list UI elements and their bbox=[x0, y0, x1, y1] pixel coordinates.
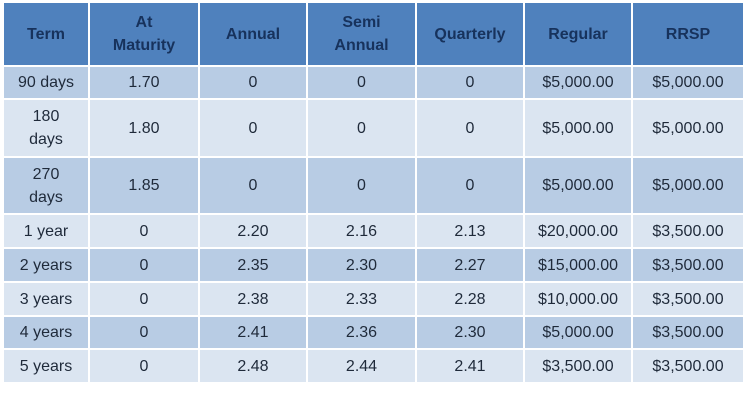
value-cell: $20,000.00 bbox=[523, 213, 633, 249]
value-cell: 0 bbox=[88, 247, 200, 283]
header-cell: Regular bbox=[523, 1, 633, 67]
value-cell: 2.13 bbox=[415, 213, 525, 249]
term-cell: 5 years bbox=[2, 348, 90, 384]
value-cell: 2.36 bbox=[306, 315, 417, 350]
table-row: 180 days 1.80 0 0 0 $5,000.00 $5,000.00 bbox=[2, 98, 745, 158]
value-cell: 0 bbox=[306, 98, 417, 158]
value-cell: 0 bbox=[306, 156, 417, 215]
value-cell: 2.38 bbox=[198, 281, 308, 317]
header-cell: At Maturity bbox=[88, 1, 200, 67]
header-row: Term At Maturity Annual Semi Annual Quarterl… bbox=[2, 1, 745, 67]
table-row: 4 years 0 2.41 2.36 2.30 $5,000.00 $3,500.00 bbox=[2, 315, 745, 350]
term-cell: 2 years bbox=[2, 247, 90, 283]
value-cell: 2.35 bbox=[198, 247, 308, 283]
value-cell: $3,500.00 bbox=[631, 213, 745, 249]
header-cell: RRSP bbox=[631, 1, 745, 67]
header-cell: Quarterly bbox=[415, 1, 525, 67]
value-cell: $5,000.00 bbox=[523, 98, 633, 158]
value-cell: 0 bbox=[88, 348, 200, 384]
value-cell: $5,000.00 bbox=[631, 156, 745, 215]
table-header: Term At Maturity Annual Semi Annual Quarterl… bbox=[2, 1, 745, 67]
term-cell: 4 years bbox=[2, 315, 90, 350]
value-cell: 1.70 bbox=[88, 65, 200, 100]
table-row: 1 year 0 2.20 2.16 2.13 $20,000.00 $3,500.00 bbox=[2, 213, 745, 249]
value-cell: 0 bbox=[198, 98, 308, 158]
value-cell: 0 bbox=[198, 156, 308, 215]
value-cell: 2.27 bbox=[415, 247, 525, 283]
value-cell: 2.48 bbox=[198, 348, 308, 384]
value-cell: 0 bbox=[306, 65, 417, 100]
value-cell: $3,500.00 bbox=[631, 247, 745, 283]
value-cell: $5,000.00 bbox=[523, 65, 633, 100]
table-row: 270 days 1.85 0 0 0 $5,000.00 $5,000.00 bbox=[2, 156, 745, 215]
header-cell: Annual bbox=[198, 1, 308, 67]
value-cell: $5,000.00 bbox=[631, 98, 745, 158]
value-cell: 0 bbox=[88, 315, 200, 350]
term-cell: 180 days bbox=[2, 98, 90, 158]
value-cell: $15,000.00 bbox=[523, 247, 633, 283]
value-cell: 0 bbox=[88, 213, 200, 249]
value-cell: 2.28 bbox=[415, 281, 525, 317]
term-cell: 270 days bbox=[2, 156, 90, 215]
term-cell: 1 year bbox=[2, 213, 90, 249]
value-cell: 1.85 bbox=[88, 156, 200, 215]
table-row: 90 days 1.70 0 0 0 $5,000.00 $5,000.00 bbox=[2, 65, 745, 100]
header-cell: Term bbox=[2, 1, 90, 67]
value-cell: 0 bbox=[415, 156, 525, 215]
value-cell: 2.41 bbox=[198, 315, 308, 350]
rate-table: Term At Maturity Annual Semi Annual Quarterl… bbox=[2, 1, 745, 384]
table-body: 90 days 1.70 0 0 0 $5,000.00 $5,000.00 180 days… bbox=[2, 65, 745, 384]
value-cell: $3,500.00 bbox=[523, 348, 633, 384]
value-cell: $3,500.00 bbox=[631, 281, 745, 317]
value-cell: 0 bbox=[415, 98, 525, 158]
value-cell: 2.20 bbox=[198, 213, 308, 249]
value-cell: 0 bbox=[415, 65, 525, 100]
value-cell: 1.80 bbox=[88, 98, 200, 158]
value-cell: 0 bbox=[198, 65, 308, 100]
term-cell: 90 days bbox=[2, 65, 90, 100]
header-cell: Semi Annual bbox=[306, 1, 417, 67]
value-cell: $10,000.00 bbox=[523, 281, 633, 317]
value-cell: 0 bbox=[88, 281, 200, 317]
value-cell: 2.44 bbox=[306, 348, 417, 384]
value-cell: 2.33 bbox=[306, 281, 417, 317]
table-row: 3 years 0 2.38 2.33 2.28 $10,000.00 $3,500.00 bbox=[2, 281, 745, 317]
value-cell: $3,500.00 bbox=[631, 315, 745, 350]
value-cell: 2.30 bbox=[415, 315, 525, 350]
table-row: 5 years 0 2.48 2.44 2.41 $3,500.00 $3,500.00 bbox=[2, 348, 745, 384]
term-cell: 3 years bbox=[2, 281, 90, 317]
value-cell: $5,000.00 bbox=[523, 315, 633, 350]
table-row: 2 years 0 2.35 2.30 2.27 $15,000.00 $3,500.00 bbox=[2, 247, 745, 283]
value-cell: $5,000.00 bbox=[523, 156, 633, 215]
value-cell: 2.41 bbox=[415, 348, 525, 384]
value-cell: 2.16 bbox=[306, 213, 417, 249]
value-cell: 2.30 bbox=[306, 247, 417, 283]
value-cell: $5,000.00 bbox=[631, 65, 745, 100]
value-cell: $3,500.00 bbox=[631, 348, 745, 384]
